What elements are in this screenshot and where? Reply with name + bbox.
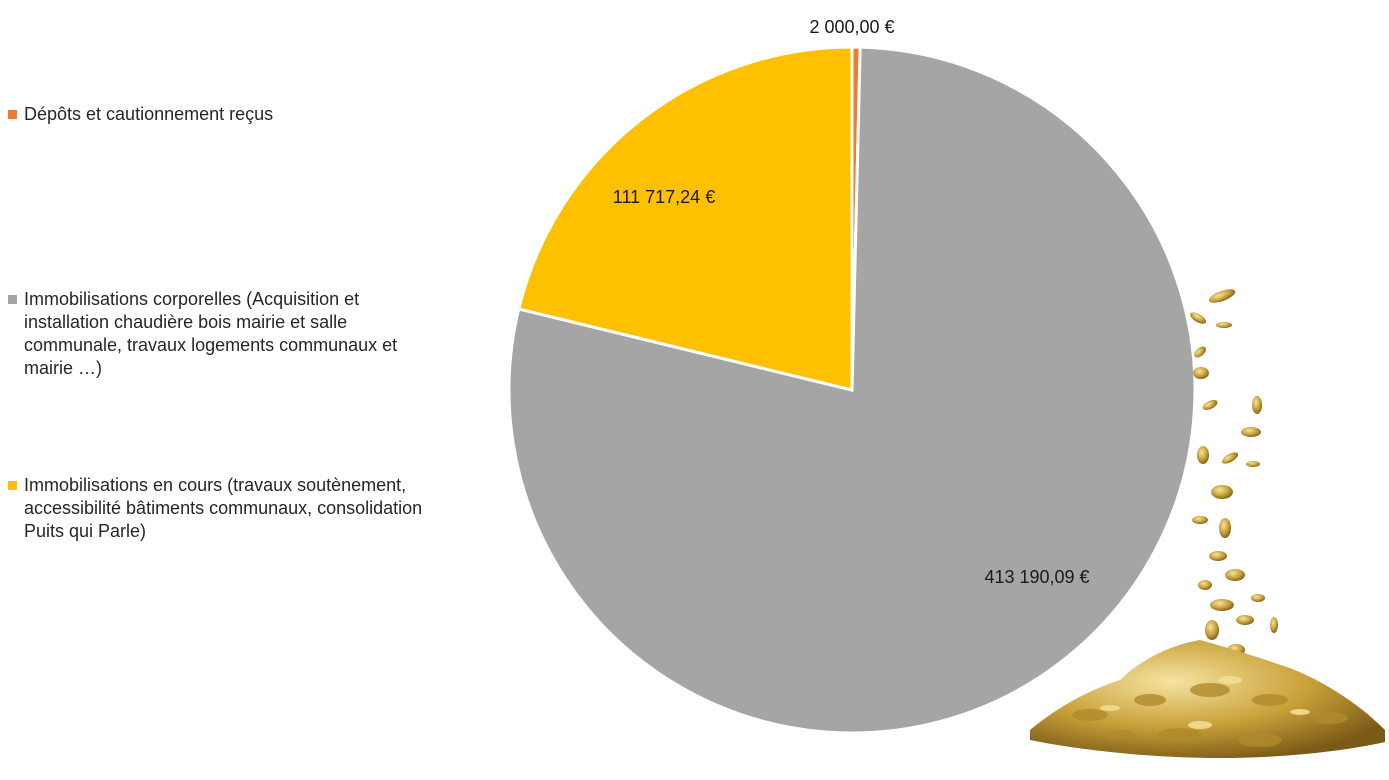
pie-slices (507, 45, 1197, 735)
pie-data-labels: 2 000,00 € 413 190,09 € 111 717,24 € (613, 17, 1090, 587)
data-label-en-cours: 111 717,24 € (613, 187, 715, 207)
legend-item-depots: Dépôts et cautionnement reçus (8, 103, 468, 126)
legend-item-en-cours: Immobilisations en cours (travaux soutèn… (8, 474, 468, 543)
data-label-depots: 2 000,00 € (809, 17, 894, 37)
legend-label-en-cours: Immobilisations en cours (travaux soutèn… (24, 475, 423, 541)
legend-item-corporelles: Immobilisations corporelles (Acquisition… (8, 288, 468, 380)
pie-slice-en-cours (516, 45, 854, 392)
legend-label-corporelles: Immobilisations corporelles (Acquisition… (24, 289, 398, 378)
falling-gold-coins-icon (1030, 289, 1385, 758)
data-label-corporelles: 413 190,09 € (984, 567, 1089, 587)
legend-swatch-en-cours (8, 481, 17, 490)
legend-label-depots: Dépôts et cautionnement reçus (24, 104, 274, 124)
legend-swatch-corporelles (8, 295, 17, 304)
legend-swatch-depots (8, 110, 17, 119)
